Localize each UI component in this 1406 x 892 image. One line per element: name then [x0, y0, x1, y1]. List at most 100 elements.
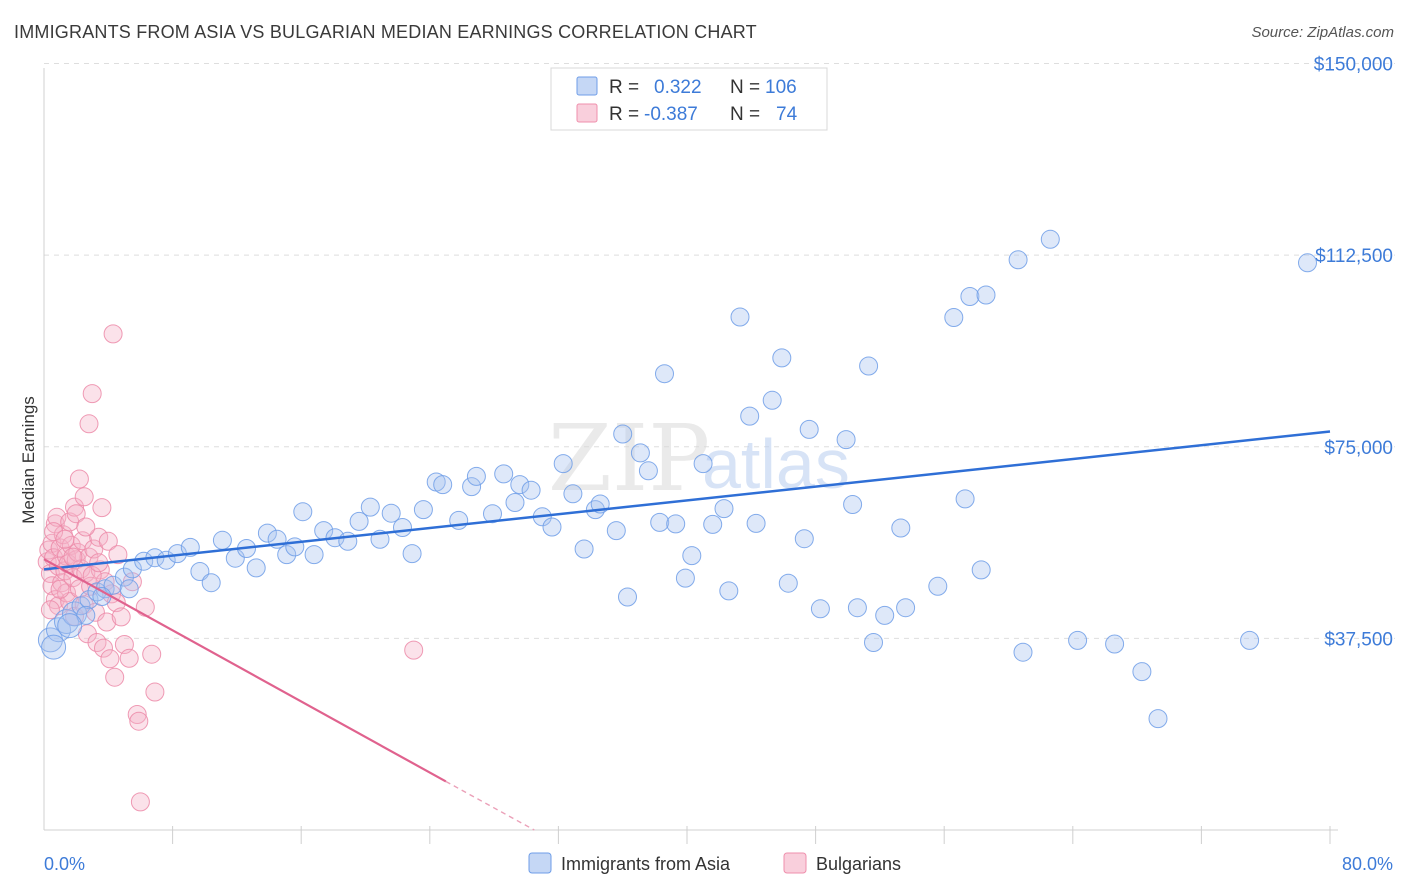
x-max-label: 80.0%	[1342, 854, 1393, 874]
asia-point	[630, 443, 650, 463]
asia-point	[1068, 630, 1088, 650]
bulgarians-point	[45, 590, 65, 610]
asia-point	[693, 454, 713, 474]
asia-point	[703, 514, 723, 534]
bulgarians-point	[129, 711, 149, 731]
bulgarians-point	[52, 573, 72, 593]
legend-n-asia: 106	[765, 77, 797, 98]
watermark-zip: ZIP	[548, 405, 710, 512]
bulgarians-point	[63, 547, 83, 567]
asia-point	[1132, 662, 1152, 682]
bulgarians-series	[37, 324, 424, 812]
bulgarians-point	[119, 648, 139, 668]
bulgarians-point	[66, 504, 86, 524]
asia-trend-line	[43, 430, 1331, 571]
legend-r-label-asia: R =	[609, 77, 639, 98]
bulgarians-point	[44, 522, 64, 542]
bulgarians-point	[65, 497, 84, 517]
correlation-legend: R = 0.322 N = 106 R = -0.387 N = 74	[550, 67, 828, 131]
asia-point	[574, 539, 594, 559]
asia-series	[37, 229, 1317, 729]
asia-point	[510, 475, 530, 495]
asia-point	[563, 484, 583, 504]
asia-point	[402, 544, 422, 564]
asia-point	[810, 599, 830, 619]
asia-point	[433, 475, 453, 495]
bulgarians-point	[94, 638, 113, 658]
asia-point	[119, 579, 139, 599]
asia-point	[794, 529, 814, 549]
asia-point	[114, 567, 134, 587]
bulgarians-point	[76, 517, 96, 537]
legend-r-bulgarians: -0.387	[644, 104, 698, 125]
bulgarians-point	[69, 469, 89, 489]
bulgarians-point	[103, 324, 123, 344]
asia-point	[618, 587, 637, 607]
y-axis-title: Median Earnings	[19, 396, 38, 524]
bottom-swatch-asia	[528, 852, 552, 874]
x-ticks	[172, 826, 1331, 844]
legend-n-label-asia: N =	[730, 77, 760, 98]
asia-point	[847, 598, 867, 618]
chart-title: IMMIGRANTS FROM ASIA VS BULGARIAN MEDIAN…	[14, 22, 757, 42]
bulgarians-point	[98, 531, 118, 551]
bulgarians-point	[45, 514, 65, 534]
asia-point	[293, 502, 313, 522]
asia-point	[891, 518, 911, 538]
asia-point	[1013, 642, 1033, 662]
bulgarians-point	[79, 414, 99, 434]
bottom-legend-bulgarians: Bulgarians	[816, 854, 901, 874]
asia-point	[971, 560, 991, 580]
asia-point	[201, 573, 221, 593]
legend-swatch-bulgarians	[576, 103, 598, 123]
legend-swatch-asia	[576, 76, 598, 96]
asia-point	[180, 537, 200, 557]
bulgarians-point	[105, 667, 125, 687]
asia-point	[836, 430, 856, 450]
asia-point	[859, 356, 879, 376]
asia-point	[655, 364, 674, 384]
bulgarians-point	[108, 545, 128, 565]
asia-point	[381, 503, 401, 523]
asia-point	[134, 551, 154, 571]
bulgarians-point	[127, 705, 147, 724]
bulgarians-point	[66, 550, 86, 570]
asia-point	[778, 573, 798, 593]
y-tick-labels: $37,500 $75,000 $112,500 $150,000	[1314, 55, 1393, 651]
bulgarians-point	[100, 649, 120, 669]
asia-point	[277, 545, 297, 565]
bulgarians-point	[111, 607, 131, 627]
bottom-swatch-bulgarians	[783, 852, 807, 874]
asia-point	[54, 609, 79, 634]
bulgarians-point	[89, 527, 109, 547]
asia-point	[650, 512, 670, 532]
asia-point	[553, 454, 573, 474]
asia-point	[955, 489, 975, 509]
asia-point	[1298, 253, 1317, 273]
trend-lines	[43, 430, 1331, 831]
y-tick-label: $112,500	[1315, 246, 1393, 267]
asia-point	[714, 499, 734, 519]
asia-point	[675, 568, 695, 588]
bulgarians-point	[145, 682, 165, 702]
series-legend: Immigrants from Asia Bulgarians	[528, 852, 901, 874]
asia-point	[542, 517, 562, 537]
legend-n-bulgarians: 74	[776, 104, 798, 125]
asia-point	[772, 348, 792, 368]
x-min-label: 0.0%	[44, 854, 85, 874]
bulgarians-point	[135, 597, 155, 617]
asia-point	[466, 466, 486, 486]
asia-point	[71, 596, 91, 616]
axes	[43, 68, 1338, 831]
bulgarians-trend-extension	[445, 780, 535, 831]
asia-point	[976, 285, 996, 305]
bulgarians-point	[130, 792, 150, 812]
bulgarians-trend-line	[43, 558, 447, 783]
asia-point	[875, 605, 895, 625]
asia-point	[494, 464, 514, 484]
asia-point	[1240, 630, 1260, 650]
asia-point	[1105, 634, 1125, 654]
asia-point	[505, 493, 525, 512]
bulgarians-point	[404, 640, 424, 660]
